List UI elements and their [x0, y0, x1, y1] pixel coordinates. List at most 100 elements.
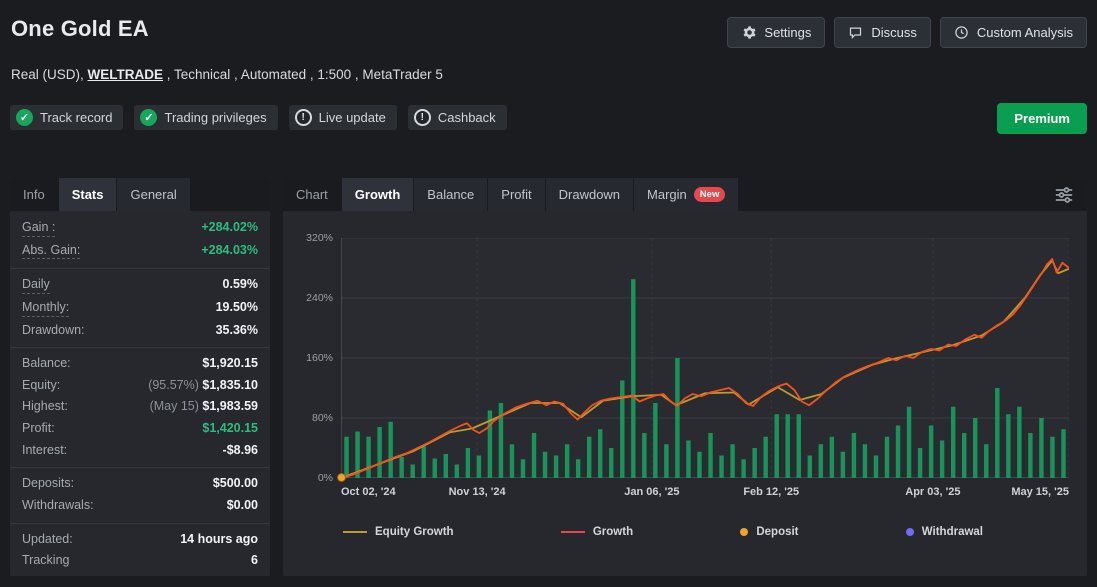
equity-bar [929, 426, 933, 479]
badge-cashback[interactable]: ! Cashback [408, 105, 507, 130]
stat-row-daily: Daily 0.59% [10, 274, 270, 297]
line-swatch [561, 531, 585, 533]
stat-label[interactable]: Daily [22, 277, 50, 294]
badge-label: Trading privileges [164, 110, 266, 125]
equity-bar [797, 414, 801, 478]
stat-row-monthly: Monthly:19.50% [10, 297, 270, 320]
equity-bar [609, 448, 613, 478]
y-axis-labels: 0%80%160%240%320% [291, 238, 333, 478]
premium-button[interactable]: Premium [997, 103, 1087, 134]
tab-growth[interactable]: Growth [342, 178, 414, 211]
stat-value-main: $500.00 [213, 476, 258, 490]
deposit-marker [337, 473, 346, 482]
stat-label: Deposits: [22, 476, 74, 492]
equity-bar [808, 456, 812, 479]
tab-label: General [130, 187, 176, 202]
legend-growth[interactable]: Growth [561, 526, 633, 538]
badge-track-record[interactable]: ✓Track record [10, 105, 123, 130]
legend-equity-growth[interactable]: Equity Growth [343, 526, 454, 538]
tab-profit[interactable]: Profit [488, 178, 544, 211]
tab-label: Balance [427, 187, 474, 202]
divider [10, 523, 270, 524]
stat-row-updated: Updated:14 hours ago [10, 529, 270, 551]
stat-value: +284.03% [201, 243, 258, 259]
equity-bar [819, 444, 823, 478]
y-axis-label: 160% [306, 352, 333, 364]
tab-drawdown[interactable]: Drawdown [546, 178, 633, 211]
equity-bar [587, 437, 591, 478]
tab-chart[interactable]: Chart [283, 178, 341, 211]
stat-value-main: +284.02% [201, 220, 258, 234]
x-axis-label: Apr 03, '25 [905, 486, 960, 498]
stat-label: Equity: [22, 378, 60, 394]
stat-value: 0.59% [223, 277, 258, 293]
stat-row-interest: Interest:-$8.96 [10, 440, 270, 462]
custom-analysis-button[interactable]: Custom Analysis [940, 17, 1087, 48]
badge-label: Cashback [438, 110, 496, 125]
stat-row-balance: Balance:$1,920.15 [10, 353, 270, 375]
subtitle-suffix: , Technical , Automated , 1:500 , MetaTr… [163, 67, 443, 82]
equity-bar [532, 433, 536, 478]
filter-sliders-icon[interactable] [1054, 185, 1074, 205]
tab-label: Profit [501, 187, 531, 202]
stat-value-main: $1,983.59 [202, 399, 258, 413]
stat-label[interactable]: Monthly: [22, 300, 69, 317]
stat-label[interactable]: Abs. Gain: [22, 243, 80, 260]
equity-bar [543, 452, 547, 478]
equity-bar [763, 437, 767, 478]
equity-bar [576, 459, 580, 478]
subtitle-prefix: Real (USD), [11, 67, 88, 82]
stat-value-main: $0.00 [227, 498, 258, 512]
legend-label: Deposit [756, 526, 798, 538]
badge-label: Track record [40, 110, 112, 125]
equity-bar [752, 448, 756, 478]
stat-value: 6 [251, 553, 258, 569]
equity-bar [422, 447, 426, 479]
tab-info[interactable]: Info [10, 178, 58, 211]
x-axis-label: Jan 06, '25 [624, 486, 679, 498]
legend-deposit[interactable]: Deposit [740, 526, 798, 538]
discuss-button[interactable]: Discuss [834, 17, 931, 48]
gear-icon [741, 25, 756, 40]
settings-button[interactable]: Settings [727, 17, 825, 48]
badge-trading-privileges[interactable]: ✓Trading privileges [134, 105, 277, 130]
stat-row-gain: Gain : +284.02% [10, 217, 270, 240]
stat-row-deposits: Deposits: $500.00 [10, 473, 270, 495]
stat-label: Profit: [22, 421, 55, 437]
stat-value: (May 15) $1,983.59 [150, 399, 258, 415]
tab-stats[interactable]: Stats [59, 178, 117, 211]
tab-balance[interactable]: Balance [414, 178, 487, 211]
equity-bar [940, 441, 944, 479]
stat-row-tracking: Tracking6 [10, 550, 270, 572]
badge-live-update[interactable]: !Live update [289, 105, 397, 130]
broker-link[interactable]: WELTRADE [88, 67, 164, 82]
equity-bar [741, 459, 745, 478]
equity-bar [510, 444, 514, 478]
equity-bar [444, 454, 448, 478]
equity-bar [697, 452, 701, 478]
equity-bar [1028, 433, 1032, 478]
header-actions: Settings Discuss Custom Analysis [727, 17, 1087, 48]
equity-bar [995, 388, 999, 478]
exclamation-circle-icon: ! [414, 109, 431, 126]
chat-bubble-icon [848, 25, 863, 40]
equity-bar [708, 433, 712, 478]
stat-value-main: 35.36% [216, 323, 258, 337]
stat-label[interactable]: Gain : [22, 220, 55, 237]
badge-list: ✓Track record✓Trading privileges!Live up… [10, 105, 507, 130]
equity-bar [653, 403, 657, 478]
divider [10, 467, 270, 468]
equity-bar [399, 457, 403, 478]
growth-chart-plot[interactable] [341, 238, 1069, 478]
equity-bar [774, 414, 778, 478]
tab-margin[interactable]: MarginNew [634, 178, 738, 211]
badge-label: Live update [319, 110, 386, 125]
tab-label: Stats [72, 187, 104, 202]
legend-withdrawal[interactable]: Withdrawal [906, 526, 983, 538]
legend-label: Equity Growth [375, 526, 454, 538]
tab-general[interactable]: General [117, 178, 189, 211]
equity-bar [675, 358, 679, 478]
stat-value-main: +284.03% [201, 243, 258, 257]
stats-panel: Info Stats General Gain : +284.02% Abs. Gain… [10, 178, 270, 576]
x-axis-label: Feb 12, '25 [743, 486, 799, 498]
